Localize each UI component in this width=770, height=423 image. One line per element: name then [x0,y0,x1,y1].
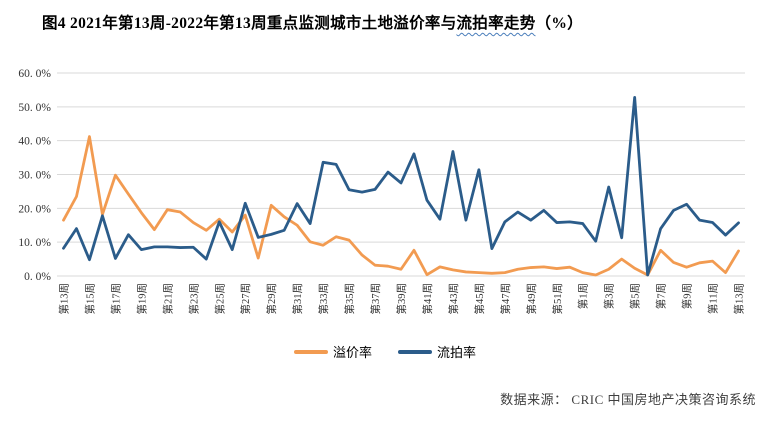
data-source-note: 数据来源： CRIC 中国房地产决策咨询系统 [500,392,756,407]
y-axis-tick-label: 0. 0% [24,271,51,283]
chart-title-text: 图4 2021年第13周-2022年第13周重点监测城市土地溢价率与 [42,15,457,32]
x-axis-tick-label: 第49周 [525,283,538,315]
legend-item-failure-rate: 流拍率 [398,342,476,361]
y-axis-tick-label: 50. 0% [18,102,51,114]
chart-legend: 溢价率 流拍率 [0,342,770,361]
x-axis-tick-label: 第43周 [447,283,460,315]
legend-label-premium-rate: 溢价率 [332,345,372,360]
x-axis-tick-label: 第23周 [187,283,200,315]
x-axis-tick-label: 第31周 [291,283,304,315]
x-axis-tick-label: 第21周 [161,283,174,315]
x-axis-tick-label: 第13周 [733,283,746,315]
legend-item-premium-rate: 溢价率 [293,342,372,361]
x-axis-tick-label: 第35周 [343,283,356,315]
x-axis-tick-label: 第25周 [213,283,226,315]
x-axis-tick-label: 第51周 [551,283,564,315]
x-axis-tick-label: 第19周 [135,283,148,315]
x-axis-tick-label: 第13周 [57,283,70,315]
y-axis-tick-label: 60. 0% [18,68,51,80]
x-axis-tick-label: 第41周 [421,283,434,315]
premium-rate-line-swatch [293,349,328,354]
y-axis-tick-label: 10. 0% [18,237,51,249]
y-axis-tick-label: 20. 0% [18,203,51,215]
x-axis-tick-label: 第1周 [577,283,590,309]
premium-rate-line [62,135,740,277]
x-axis-tick-label: 第17周 [109,283,122,315]
failure-rate-line-swatch [398,349,432,354]
x-axis-tick-label: 第33周 [317,283,330,315]
x-axis-tick-label: 第9周 [681,283,694,309]
x-axis-tick-label: 第29周 [265,283,278,315]
x-axis-tick-label: 第39周 [395,283,408,315]
y-axis-tick-label: 40. 0% [18,136,51,148]
x-axis-tick-label: 第45周 [473,283,486,315]
x-axis-tick-label: 第27周 [239,283,252,315]
x-axis-tick-label: 第15周 [83,283,96,315]
x-axis-tick-label: 第3周 [603,283,616,309]
chart-title-wavy-text: 流拍率走势 [456,15,536,32]
x-axis-tick-label: 第7周 [655,283,668,309]
x-axis-tick-label: 第5周 [629,283,642,309]
y-axis-tick-label: 30. 0% [18,170,51,182]
x-axis-tick-label: 第47周 [499,283,512,315]
x-axis-tick-label: 第11周 [707,283,720,314]
chart-title: 图4 2021年第13周-2022年第13周重点监测城市土地溢价率与流拍率走势（… [42,11,583,33]
legend-label-failure-rate: 流拍率 [437,345,477,360]
x-axis-tick-label: 第37周 [369,283,382,315]
failure-rate-line [62,95,740,277]
chart-title-suffix: （%） [535,15,583,32]
